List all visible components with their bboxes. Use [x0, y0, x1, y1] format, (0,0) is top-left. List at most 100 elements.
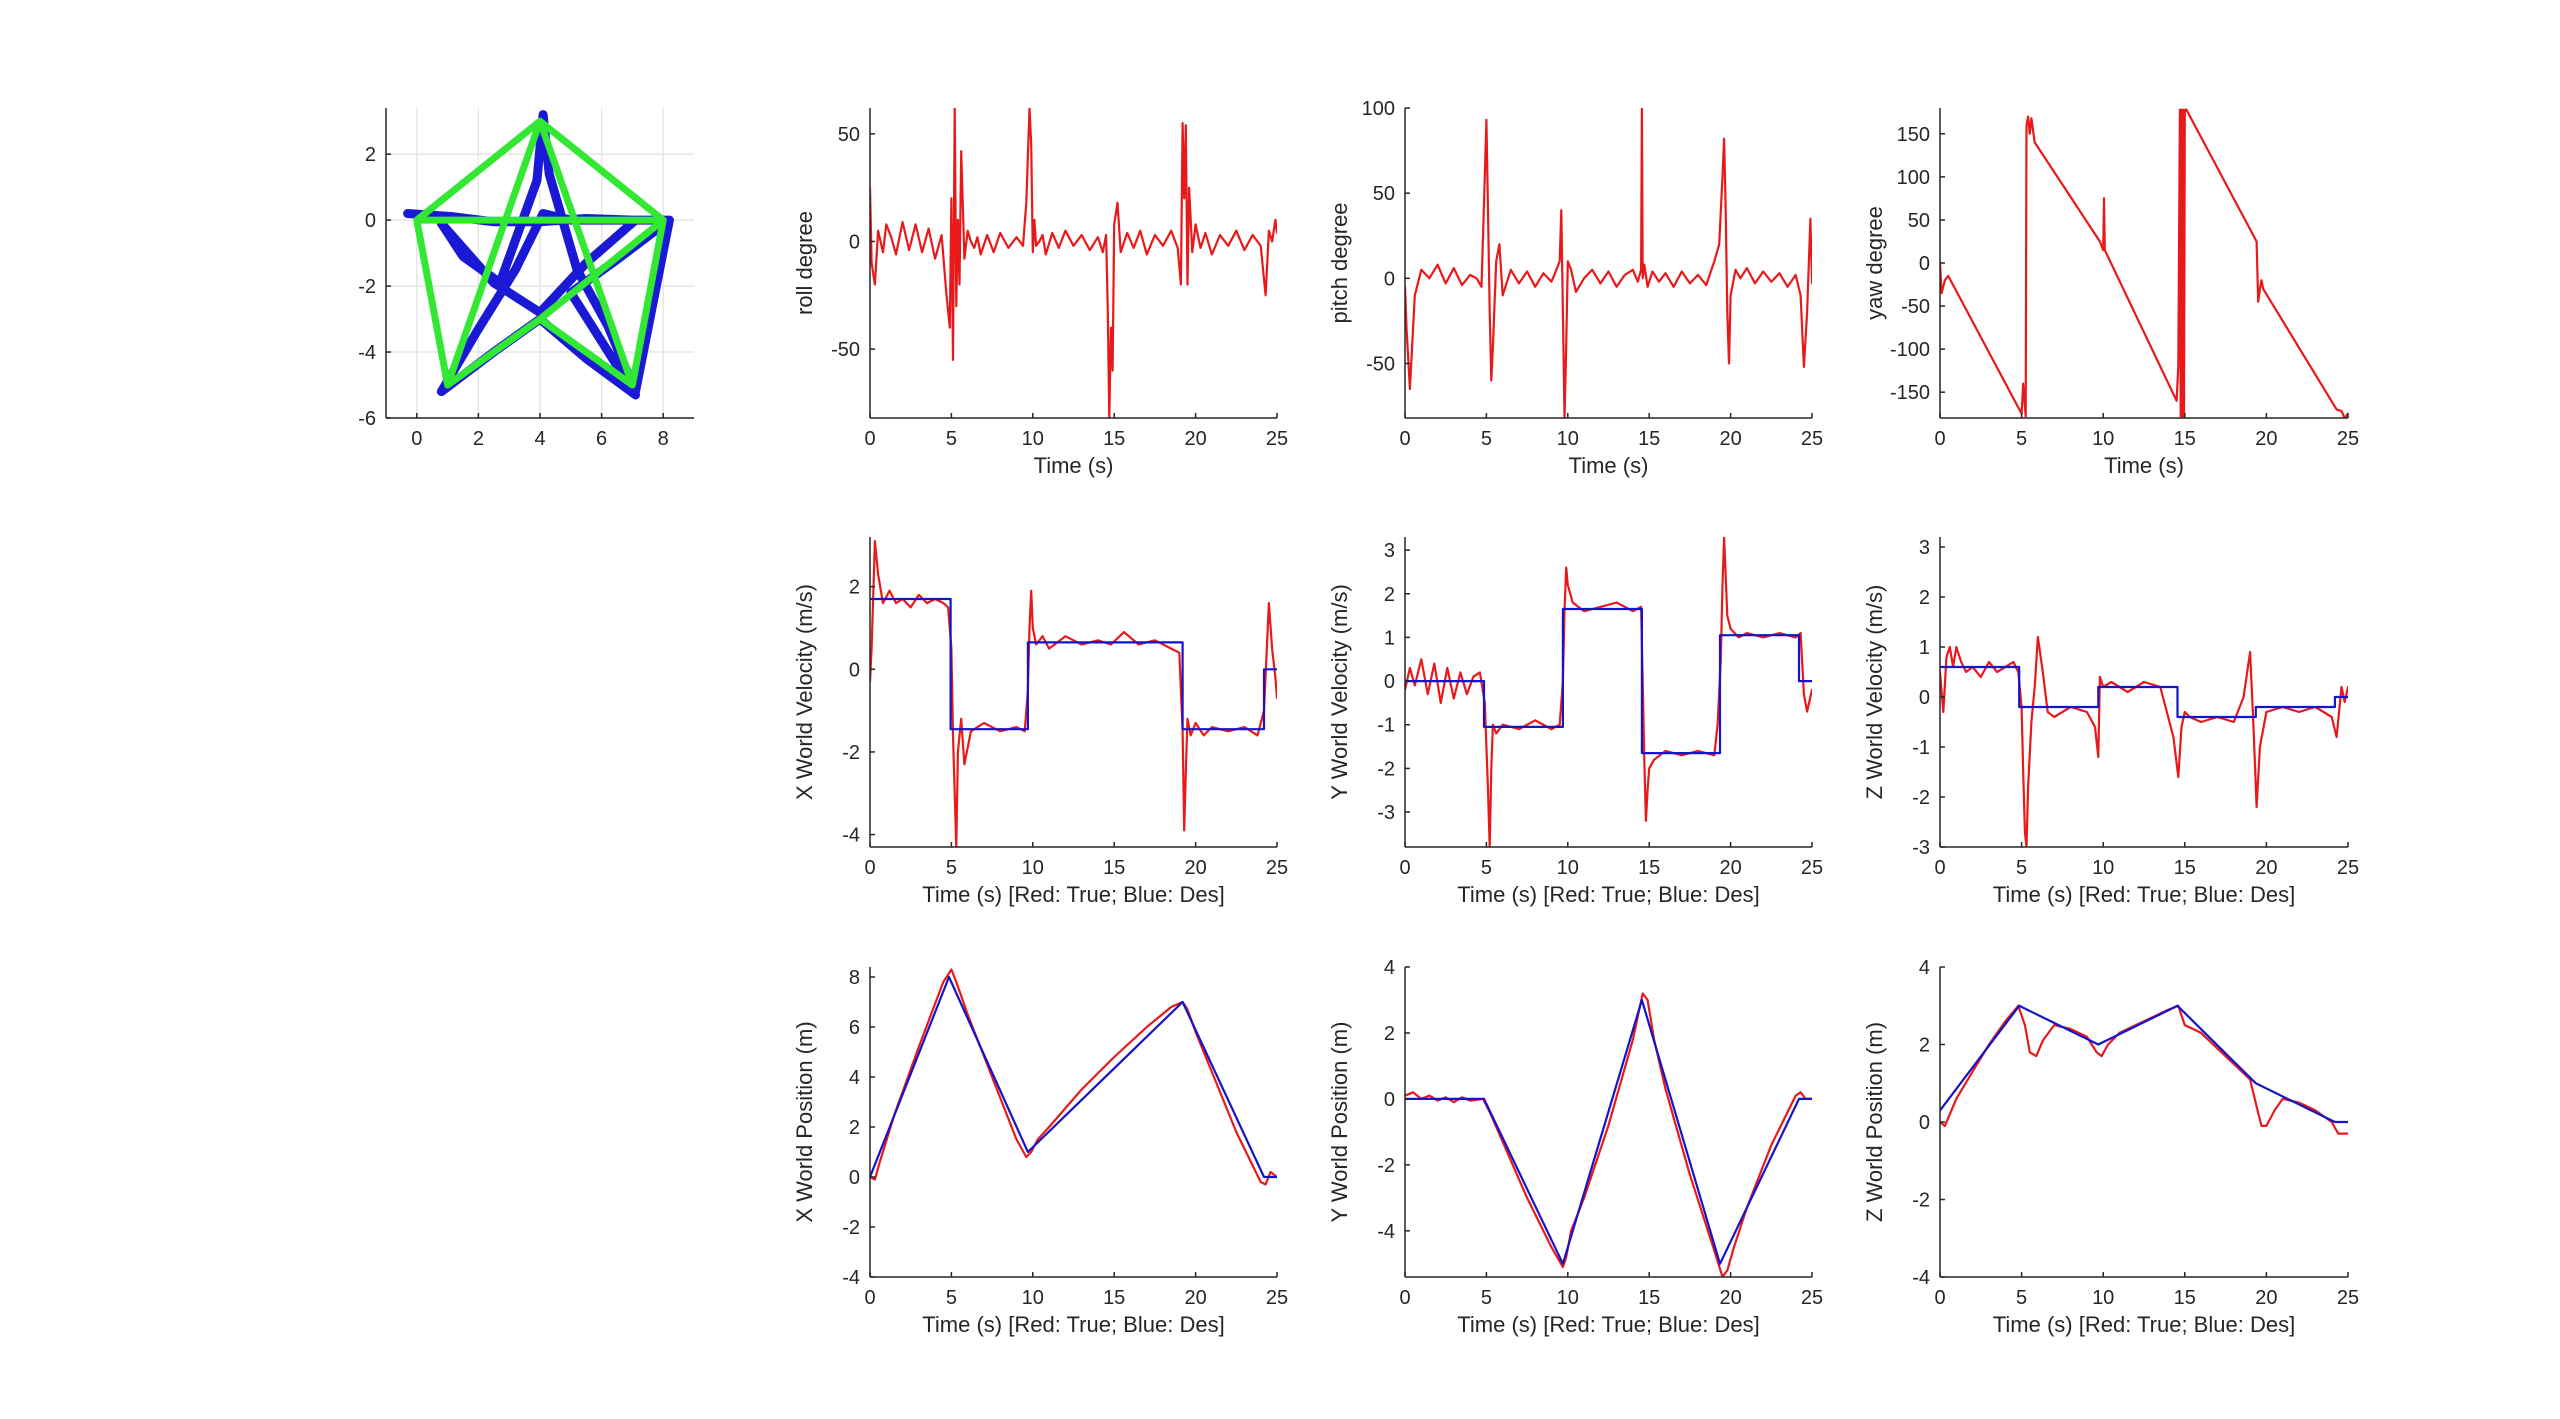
x-tick-label: 25 — [1266, 857, 1288, 879]
y-tick-label: -4 — [1377, 1221, 1395, 1243]
x-tick-label: 0 — [864, 1287, 875, 1309]
series-group — [403, 110, 674, 400]
plot-vz: 0 5 10 15 20 25 -3 -2 -1 0 1 2 3 Time (s) [Red: True;… — [1862, 537, 2359, 907]
x-tick-label: 0 — [864, 428, 875, 450]
series-group — [870, 968, 1277, 1186]
x-tick-label: 5 — [2016, 1287, 2027, 1309]
x-axis-label: Time (s) — [1034, 453, 1114, 478]
plot-pz: 0 5 10 15 20 25 -4 -2 0 2 4 Time (s) [Red: True; Bl… — [1862, 957, 2359, 1337]
y-tick-label: -3 — [1377, 802, 1395, 824]
x-tick-label: 20 — [1184, 857, 1206, 879]
y-tick-label: 100 — [1897, 167, 1930, 189]
y-axis-label: yaw degree — [1862, 206, 1887, 320]
y-tick-label: 50 — [1908, 210, 1930, 232]
y-tick-label: 50 — [838, 124, 860, 146]
x-tick-label: 10 — [1022, 428, 1044, 450]
series-line-true — [1940, 635, 2348, 847]
series-group — [1940, 1004, 2348, 1135]
series-line-desired — [1940, 665, 2348, 719]
x-tick-label: 5 — [2016, 428, 2027, 450]
y-tick-label: -50 — [1901, 296, 1930, 318]
x-tick-label: 20 — [2255, 428, 2277, 450]
y-axis-label: roll degree — [792, 211, 817, 315]
y-tick-label: -1 — [1377, 715, 1395, 737]
x-tick-label: 15 — [1638, 857, 1660, 879]
y-axis-label: X World Velocity (m/s) — [792, 584, 817, 800]
x-axis-label: Time (s) [Red: True; Blue: Des] — [1457, 882, 1759, 907]
y-tick-label: 2 — [849, 577, 860, 599]
series-line-true — [1405, 537, 1812, 847]
y-tick-label: -50 — [1366, 353, 1395, 375]
plot-px: 0 5 10 15 20 25 -4 -2 0 2 4 6 8 Time (s) [Red: True; … — [792, 967, 1288, 1337]
y-tick-label: 4 — [1384, 957, 1395, 979]
x-tick-label: 0 — [411, 428, 422, 450]
y-tick-label: -2 — [1912, 787, 1930, 809]
y-axis-label: Z World Velocity (m/s) — [1862, 585, 1887, 800]
x-tick-label: 15 — [2174, 1287, 2196, 1309]
x-tick-label: 10 — [2092, 428, 2114, 450]
x-tick-label: 25 — [1266, 428, 1288, 450]
series-line-true — [870, 539, 1277, 847]
x-tick-label: 5 — [946, 1287, 957, 1309]
x-tick-label: 4 — [534, 428, 545, 450]
x-tick-label: 20 — [1184, 1287, 1206, 1309]
x-tick-label: 0 — [1934, 428, 1945, 450]
series-group — [1940, 108, 2348, 418]
x-tick-label: 5 — [1481, 857, 1492, 879]
x-axis-label: Time (s) — [1569, 453, 1649, 478]
x-tick-label: 15 — [1103, 857, 1125, 879]
x-tick-label: 15 — [1638, 1287, 1660, 1309]
y-tick-label: -100 — [1890, 339, 1930, 361]
series-group — [870, 539, 1277, 847]
y-axis-label: Y World Velocity (m/s) — [1327, 584, 1352, 800]
y-tick-label: -2 — [842, 1217, 860, 1239]
x-tick-label: 25 — [1801, 428, 1823, 450]
y-tick-label: 0 — [1384, 1089, 1395, 1111]
x-tick-label: 10 — [1557, 428, 1579, 450]
x-tick-label: 20 — [1719, 857, 1741, 879]
plot-py: 0 5 10 15 20 25 -4 -2 0 2 4 Time (s) [Red: True; Bl… — [1327, 957, 1823, 1337]
x-tick-label: 2 — [473, 428, 484, 450]
x-tick-label: 20 — [1719, 428, 1741, 450]
series-line-true — [1940, 108, 2348, 418]
x-tick-label: 0 — [1399, 428, 1410, 450]
y-tick-label: 6 — [849, 1017, 860, 1039]
x-axis-label: Time (s) — [2104, 453, 2184, 478]
x-tick-label: 5 — [946, 428, 957, 450]
x-axis-label: Time (s) [Red: True; Blue: Des] — [1457, 1312, 1759, 1337]
y-axis-label: X World Position (m) — [792, 1021, 817, 1222]
y-tick-label: 100 — [1362, 98, 1395, 120]
series-group — [1405, 992, 1812, 1277]
y-tick-label: -4 — [1912, 1267, 1930, 1289]
x-tick-label: 10 — [1557, 857, 1579, 879]
x-tick-label: 20 — [2255, 1287, 2277, 1309]
x-axis-label: Time (s) [Red: True; Blue: Des] — [1993, 1312, 2295, 1337]
x-tick-label: 5 — [1481, 428, 1492, 450]
y-tick-label: 4 — [1919, 957, 1930, 979]
x-tick-label: 15 — [1638, 428, 1660, 450]
y-tick-label: -2 — [1377, 1155, 1395, 1177]
series-group — [870, 108, 1277, 418]
y-tick-label: 0 — [849, 231, 860, 253]
x-tick-label: 15 — [2174, 428, 2196, 450]
x-tick-label: 25 — [1801, 1287, 1823, 1309]
series-line-desired — [1405, 607, 1812, 755]
y-tick-label: 1 — [1384, 627, 1395, 649]
x-tick-label: 5 — [1481, 1287, 1492, 1309]
x-tick-label: 10 — [1022, 1287, 1044, 1309]
x-tick-label: 0 — [1934, 857, 1945, 879]
series-line-desired — [1405, 998, 1812, 1265]
y-tick-label: 0 — [1919, 1112, 1930, 1134]
series-line-desired — [870, 975, 1277, 1179]
series-line-true — [870, 968, 1277, 1186]
series-group — [1405, 108, 1812, 418]
x-tick-label: 15 — [2174, 857, 2196, 879]
y-tick-label: 2 — [1384, 1023, 1395, 1045]
y-tick-label: -2 — [358, 276, 376, 298]
series-group — [1405, 537, 1812, 847]
x-axis-label: Time (s) [Red: True; Blue: Des] — [1993, 882, 2295, 907]
y-tick-label: 0 — [1384, 268, 1395, 290]
y-tick-label: -150 — [1890, 382, 1930, 404]
x-tick-label: 5 — [946, 857, 957, 879]
